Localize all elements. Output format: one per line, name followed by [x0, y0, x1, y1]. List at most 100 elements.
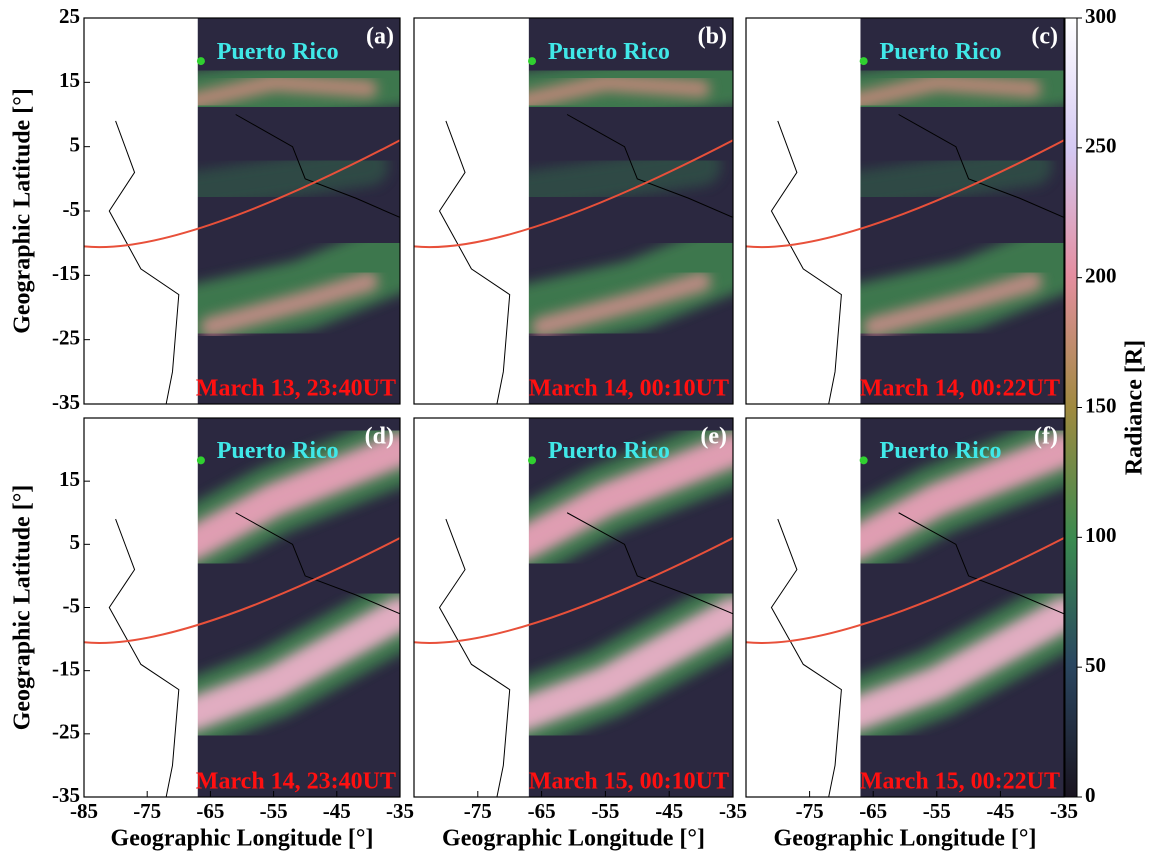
timestamp: March 13, 23:40UT — [196, 376, 396, 402]
emission-band — [200, 271, 379, 337]
y-axis-label: Geographic Latitude [°] — [10, 88, 36, 334]
emission-band — [863, 271, 1043, 337]
magnetic-equator — [746, 537, 1064, 644]
coastline — [108, 512, 400, 797]
station-label: Puerto Rico — [548, 39, 670, 65]
y-tick-label: -15 — [52, 656, 80, 680]
emission-band — [513, 73, 711, 111]
station-marker — [528, 57, 537, 66]
y-tick-label: -15 — [52, 261, 80, 285]
x-axis-label: Geographic Longitude [°] — [774, 826, 1037, 852]
timestamp: March 14, 00:22UT — [860, 376, 1060, 402]
station-label: Puerto Rico — [548, 438, 670, 464]
magnetic-equator — [414, 139, 733, 249]
colorbar-tick-label: 250 — [1085, 134, 1117, 158]
station-label: Puerto Rico — [880, 438, 1002, 464]
y-tick-label: -25 — [52, 720, 80, 744]
x-tick-label: -85 — [70, 799, 98, 823]
coastline — [770, 512, 1064, 797]
land-no-data — [414, 18, 529, 404]
coastline — [438, 114, 733, 404]
emission-band — [837, 432, 1064, 562]
magnetic-equator — [84, 537, 400, 644]
map-panel — [414, 418, 733, 797]
x-tick-label: -35 — [1050, 799, 1078, 823]
map-panel — [84, 18, 400, 404]
x-tick-label: -35 — [386, 799, 414, 823]
station-label: Puerto Rico — [217, 438, 339, 464]
panel-label: (b) — [698, 24, 727, 50]
land-no-data — [84, 418, 198, 797]
station-label: Puerto Rico — [217, 39, 339, 65]
station-marker — [196, 456, 205, 465]
y-tick-label: 5 — [70, 530, 81, 554]
emission-band — [837, 596, 1064, 732]
timestamp: March 14, 23:40UT — [196, 769, 396, 795]
y-tick-label: 15 — [59, 467, 80, 491]
y-tick-label: -5 — [63, 593, 81, 617]
x-axis-label: Geographic Longitude [°] — [442, 826, 705, 852]
land-no-data — [84, 18, 198, 404]
x-tick-label: -45 — [323, 799, 351, 823]
y-tick-label: -35 — [52, 390, 80, 414]
x-tick-label: -65 — [859, 799, 887, 823]
frame — [413, 17, 734, 405]
x-tick-label: -55 — [923, 799, 951, 823]
colorbar-tick-label: 200 — [1085, 263, 1117, 287]
panel-label: (a) — [366, 24, 394, 50]
x-axis-label: Geographic Longitude [°] — [111, 826, 374, 852]
station-marker — [196, 57, 205, 66]
land-no-data — [746, 418, 861, 797]
emission-band — [845, 73, 1042, 111]
y-tick-label: -25 — [52, 325, 80, 349]
frame — [745, 17, 1065, 405]
x-tick-label: -55 — [260, 799, 288, 823]
map-panel — [746, 418, 1064, 797]
colorbar-tick-label: 300 — [1085, 4, 1117, 28]
x-tick-label: -45 — [655, 799, 683, 823]
panel-label: (f) — [1034, 424, 1058, 450]
colorbar-tick-label: 100 — [1085, 523, 1117, 547]
station-marker — [859, 456, 868, 465]
x-tick-label: -75 — [796, 799, 824, 823]
magnetic-equator — [414, 537, 733, 644]
land-no-data — [414, 418, 529, 797]
x-tick-label: -65 — [196, 799, 224, 823]
colorbar-tick-label: 150 — [1085, 393, 1117, 417]
x-tick-label: -35 — [719, 799, 747, 823]
map-panel — [84, 418, 400, 797]
y-tick-label: 15 — [59, 68, 80, 92]
land-no-data — [746, 18, 861, 404]
timestamp: March 15, 00:10UT — [529, 769, 729, 795]
station-label: Puerto Rico — [880, 39, 1002, 65]
frame — [413, 417, 734, 798]
station-marker — [859, 57, 868, 66]
emission-band — [505, 432, 733, 562]
x-tick-label: -55 — [591, 799, 619, 823]
map-panel — [414, 18, 733, 404]
x-tick-label: -45 — [986, 799, 1014, 823]
station-marker — [528, 456, 537, 465]
y-tick-label: 25 — [59, 4, 80, 28]
x-tick-label: -75 — [133, 799, 161, 823]
panel-label: (c) — [1031, 24, 1058, 50]
x-tick-label: -75 — [464, 799, 492, 823]
emission-band — [531, 271, 712, 337]
colorbar-tick-label: 0 — [1085, 783, 1096, 807]
coastline — [770, 114, 1064, 404]
coastline — [108, 114, 400, 404]
panel-label: (e) — [700, 424, 727, 450]
x-tick-label: -65 — [528, 799, 556, 823]
colorbar-tick-label: 50 — [1085, 653, 1106, 677]
y-tick-label: -5 — [63, 197, 81, 221]
magnetic-equator — [84, 139, 400, 249]
magnetic-equator — [746, 139, 1064, 249]
y-axis-label: Geographic Latitude [°] — [10, 485, 36, 731]
emission-band — [174, 432, 400, 562]
panel-label: (d) — [365, 424, 394, 450]
timestamp: March 15, 00:22UT — [860, 769, 1060, 795]
y-tick-label: -35 — [52, 783, 80, 807]
map-panel — [746, 18, 1064, 404]
emission-band — [505, 596, 733, 732]
